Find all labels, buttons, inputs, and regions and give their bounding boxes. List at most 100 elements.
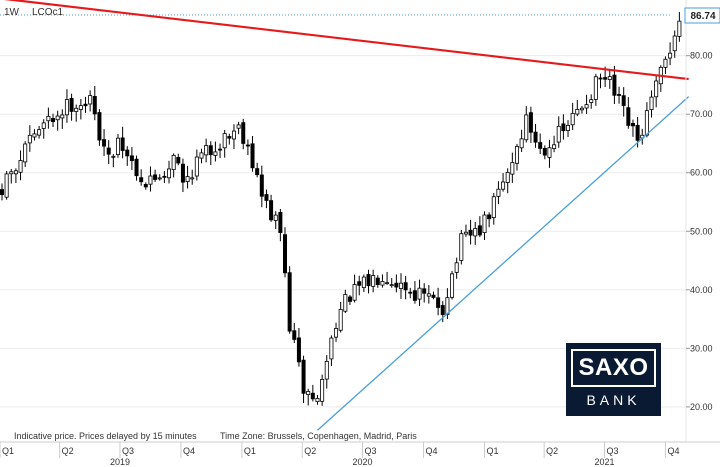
candle-body (134, 158, 139, 177)
candle-body (366, 274, 371, 287)
candle-body (501, 181, 506, 190)
candle-body (385, 282, 390, 285)
candle-body (255, 168, 260, 176)
candle-body (180, 163, 185, 183)
candle-body (375, 277, 380, 286)
candle-body (440, 305, 445, 316)
candle-body (454, 262, 459, 273)
candle-body (269, 200, 274, 221)
y-tick-label: 70.00 (690, 109, 713, 119)
last-price-box (684, 7, 720, 24)
candle-body (13, 170, 18, 175)
candle-body (111, 155, 116, 158)
candle-body (273, 214, 278, 221)
candle-body (106, 147, 111, 155)
quarter-tick-label: Q1 (487, 446, 499, 456)
candle-body (153, 174, 158, 180)
y-tick-label: 80.00 (690, 51, 713, 61)
year-label: 2019 (110, 457, 130, 467)
quarter-tick-label: Q1 (2, 446, 14, 456)
candle-body (398, 282, 403, 289)
candle-body (584, 104, 589, 109)
candle-body (589, 99, 594, 103)
candle-body (157, 177, 162, 180)
candlestick-series (0, 11, 682, 406)
candle-body (32, 133, 37, 138)
candle-body (120, 137, 125, 151)
y-tick-label: 30.00 (690, 343, 713, 353)
candle-body (115, 137, 120, 155)
candle-body (380, 280, 385, 286)
candle-body (60, 114, 65, 119)
candle-body (426, 293, 431, 297)
candle-body (97, 112, 102, 141)
candle-body (626, 107, 631, 126)
candle-body (125, 149, 130, 157)
candle-body (570, 113, 575, 126)
candle-body (102, 139, 107, 147)
candle-body (194, 156, 199, 177)
candle-body (301, 359, 306, 394)
candle-body (55, 115, 60, 121)
candle-body (561, 123, 566, 132)
candle-body (533, 131, 538, 143)
candle-body (491, 196, 496, 218)
candle-body (579, 107, 584, 111)
candle-body (482, 214, 487, 233)
candle-body (78, 105, 83, 110)
candle-body (621, 95, 626, 106)
quarter-tick-label: Q3 (122, 446, 134, 456)
candle-body (46, 115, 51, 122)
candle-body (487, 214, 492, 220)
candle-body (287, 272, 292, 332)
candle-body (329, 337, 334, 360)
quarter-tick-label: Q2 (304, 446, 316, 456)
candle-body (213, 151, 218, 156)
candle-body (352, 284, 357, 301)
candle-body (552, 144, 557, 150)
candle-body (241, 122, 246, 144)
year-label: 2020 (353, 457, 373, 467)
candle-body (394, 282, 399, 288)
y-tick-label: 40.00 (690, 285, 713, 295)
candle-body (315, 398, 320, 403)
candle-body (677, 20, 682, 37)
saxo-bank-logo: SAXO BANK (566, 343, 661, 416)
candle-body (408, 291, 413, 294)
quarter-tick-label: Q3 (606, 446, 618, 456)
candle-body (603, 77, 608, 80)
candle-body (477, 225, 482, 236)
y-tick-label: 20.00 (690, 402, 713, 412)
candle-body (292, 330, 297, 340)
candle-body (450, 273, 455, 298)
delay-disclaimer: Indicative price. Prices delayed by 15 m… (14, 431, 197, 441)
candle-body (9, 171, 14, 175)
quarter-tick-label: Q1 (244, 446, 256, 456)
candle-body (139, 177, 144, 183)
candle-body (403, 282, 408, 291)
candle-body (92, 95, 97, 115)
candle-body (74, 107, 79, 112)
candle-body (459, 233, 464, 261)
candle-body (468, 229, 473, 236)
candle-body (635, 124, 640, 141)
quarter-tick-label: Q4 (426, 446, 438, 456)
candle-body (357, 281, 362, 286)
candle-body (473, 228, 478, 237)
candle-body (663, 58, 668, 68)
candle-body (343, 294, 348, 312)
resistance-trendline (3, 0, 689, 81)
candle-body (547, 147, 552, 158)
candle-body (324, 360, 329, 380)
candle-body (566, 125, 571, 131)
candle-body (167, 168, 172, 179)
candle-body (236, 124, 241, 129)
candle-body (4, 173, 9, 198)
candle-body (361, 276, 366, 289)
support-trendline (317, 96, 690, 431)
candle-body (208, 145, 213, 156)
quarter-tick-label: Q2 (546, 446, 558, 456)
logo-wordmark-saxo: SAXO (571, 349, 656, 387)
candle-body (231, 130, 236, 140)
